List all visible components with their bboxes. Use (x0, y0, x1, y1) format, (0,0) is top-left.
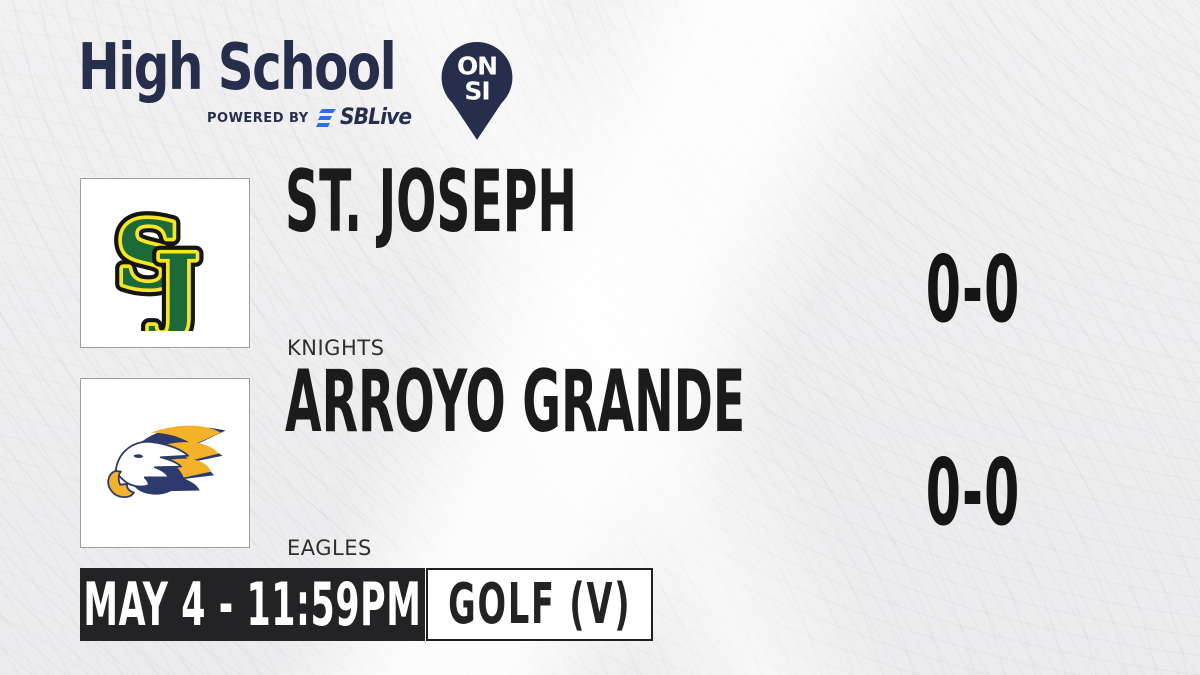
page-title: High School (78, 31, 397, 105)
arroyo-grande-eagles-logo (107, 425, 226, 499)
game-datetime: MAY 4 - 11:59PM (83, 569, 422, 640)
powered-by-row: POWERED BY SBLive (207, 107, 417, 129)
team2-name: ARROYO GRANDE (285, 352, 746, 452)
on-si-pin-logo: ON SI (441, 42, 513, 140)
team1-record: 0-0 (925, 236, 1021, 343)
pin-text-on: ON (457, 51, 497, 80)
team2-logo-card (80, 378, 250, 548)
svg-text:S: S (116, 201, 182, 309)
pin-text-si: SI (464, 76, 489, 105)
sport-label: GOLF (V) (447, 571, 632, 637)
powered-by-label: POWERED BY (207, 110, 309, 126)
sblive-wordmark: SBLive (339, 105, 412, 130)
team1-logo-card: S S S J J J (80, 178, 250, 348)
team1-name: ST. JOSEPH (285, 152, 578, 252)
st-joseph-logo: S S S J J J (108, 195, 207, 331)
team2-record: 0-0 (925, 439, 1021, 546)
svg-text:J: J (149, 235, 200, 331)
svg-text:S: S (116, 201, 182, 309)
svg-text:S: S (116, 201, 182, 309)
sport-box: GOLF (V) (426, 568, 653, 641)
team2-mascot: EAGLES (287, 536, 372, 560)
sblive-logo: SBLive (315, 105, 417, 130)
team1-mascot: KNIGHTS (287, 336, 385, 360)
game-datetime-box: MAY 4 - 11:59PM (80, 568, 425, 641)
sblive-bolt-icon (315, 109, 336, 127)
